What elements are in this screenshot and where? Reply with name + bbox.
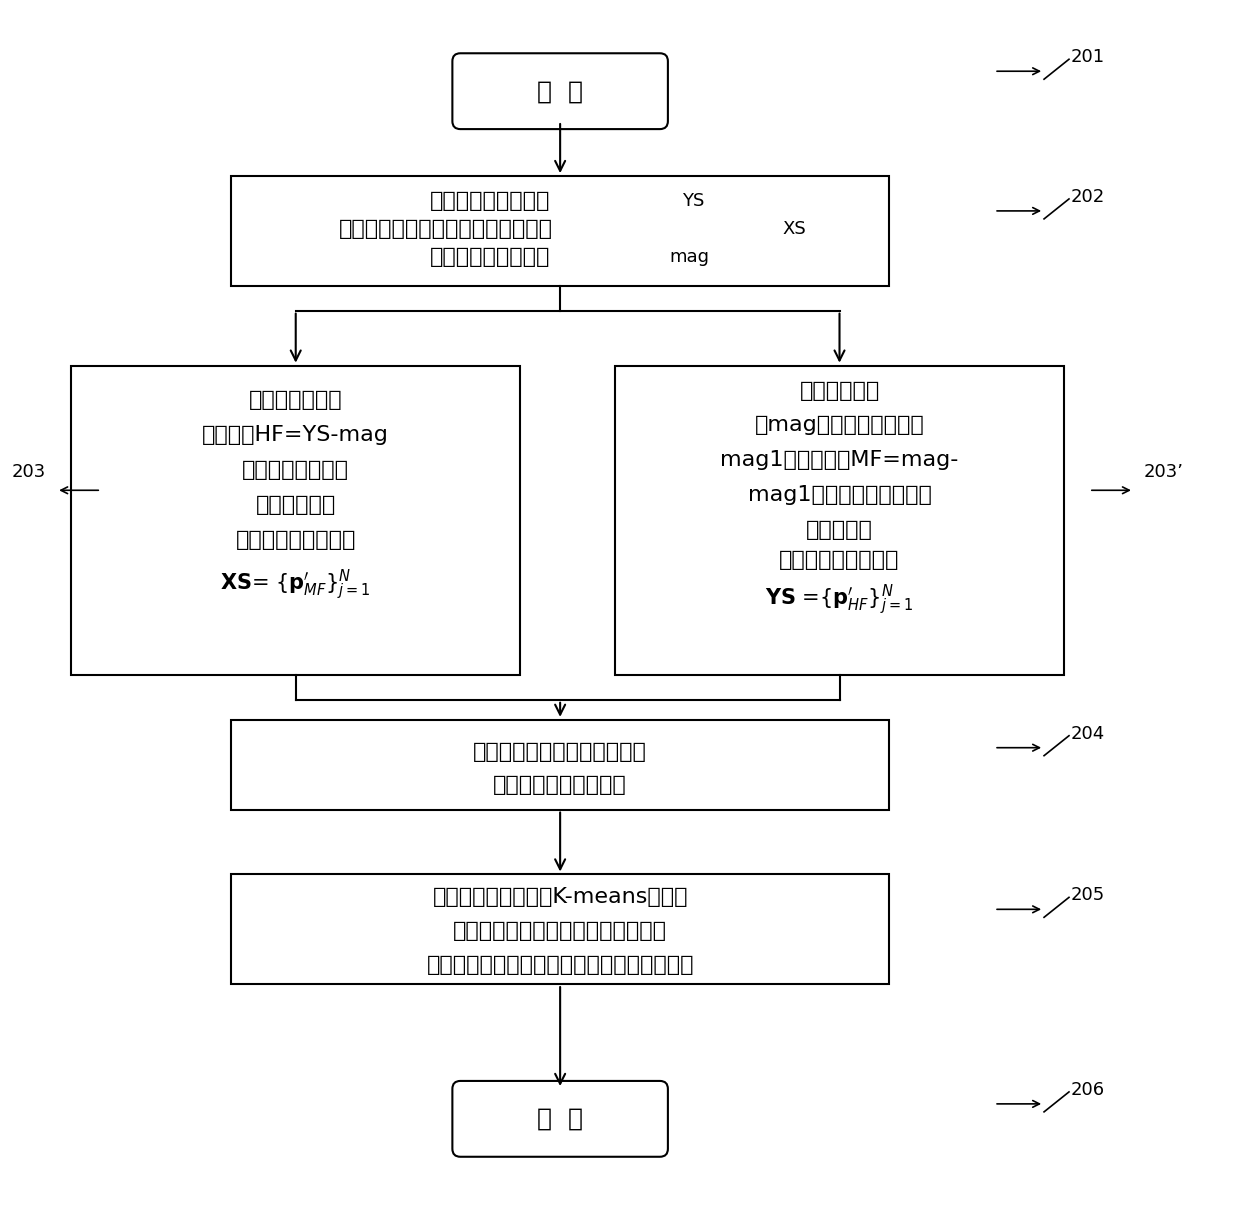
Text: mag1则中频分量MF=mag-: mag1则中频分量MF=mag- — [720, 451, 959, 470]
Text: XS: XS — [782, 219, 806, 238]
Text: 提取中特征：: 提取中特征： — [800, 381, 879, 401]
Text: 205: 205 — [1071, 887, 1105, 904]
Text: 并拉成列向量: 并拉成列向量 — [255, 495, 336, 516]
FancyBboxPatch shape — [453, 53, 668, 129]
Text: 按顺序重叠分块，: 按顺序重叠分块， — [242, 461, 350, 480]
Text: $\mathbf{XS}$= $\{\mathbf{p}^{\prime}_{MF}\}^{N}_{j=1}$: $\mathbf{XS}$= $\{\mathbf{p}^{\prime}_{M… — [221, 568, 371, 603]
Text: YS: YS — [682, 192, 704, 209]
Text: 得到高频特征列向量: 得到高频特征列向量 — [236, 530, 356, 550]
Bar — [231, 875, 889, 984]
Text: 203’: 203’ — [1143, 463, 1184, 481]
Text: 拉成列向量: 拉成列向量 — [806, 521, 873, 540]
Text: 提取高频特征：: 提取高频特征： — [249, 391, 342, 410]
Text: 对应的高频特征也划分为不同的子集: 对应的高频特征也划分为不同的子集 — [453, 921, 667, 941]
Text: mag: mag — [670, 247, 709, 266]
Text: 202: 202 — [1071, 187, 1105, 206]
Text: 将中高频特征按对应位置放好: 将中高频特征按对应位置放好 — [474, 741, 647, 762]
Text: 模糊下采样得到所对应的低分辨图像: 模糊下采样得到所对应的低分辨图像 — [339, 219, 552, 239]
Text: 203: 203 — [12, 463, 46, 481]
Text: mag1，按顺序重叠分块，: mag1，按顺序重叠分块， — [748, 485, 931, 505]
Text: 204: 204 — [1071, 725, 1105, 742]
Text: 201: 201 — [1071, 48, 1105, 66]
Text: 结  束: 结 束 — [537, 1107, 583, 1131]
Text: 再依次插值放大记为: 再依次插值放大记为 — [430, 246, 551, 267]
Text: 206: 206 — [1071, 1080, 1105, 1099]
FancyBboxPatch shape — [453, 1080, 668, 1156]
Text: $\mathbf{YS}$ =$\{\mathbf{p}^{\prime}_{HF}\}^{N}_{j=1}$: $\mathbf{YS}$ =$\{\mathbf{p}^{\prime}_{H… — [765, 583, 914, 617]
Bar — [615, 365, 1064, 675]
Bar — [231, 176, 889, 285]
Text: 依次对训练高分辨图: 依次对训练高分辨图 — [430, 191, 551, 211]
Bar — [231, 720, 889, 810]
Text: 高频分量HF=YS-mag: 高频分量HF=YS-mag — [202, 425, 389, 446]
Text: 得到中频特征列向量: 得到中频特征列向量 — [779, 550, 900, 570]
Bar — [71, 365, 521, 675]
Text: 得到由相对应的中高频特征列向量组成的聚类: 得到由相对应的中高频特征列向量组成的聚类 — [427, 956, 694, 975]
Text: 得到中频和高频特征对: 得到中频和高频特征对 — [494, 774, 627, 795]
Text: 对mag进行高斯滤波得到: 对mag进行高斯滤波得到 — [755, 415, 924, 435]
Text: 开  始: 开 始 — [537, 80, 583, 103]
Text: 对中频特征向量进行K-means聚类，: 对中频特征向量进行K-means聚类， — [433, 887, 688, 908]
